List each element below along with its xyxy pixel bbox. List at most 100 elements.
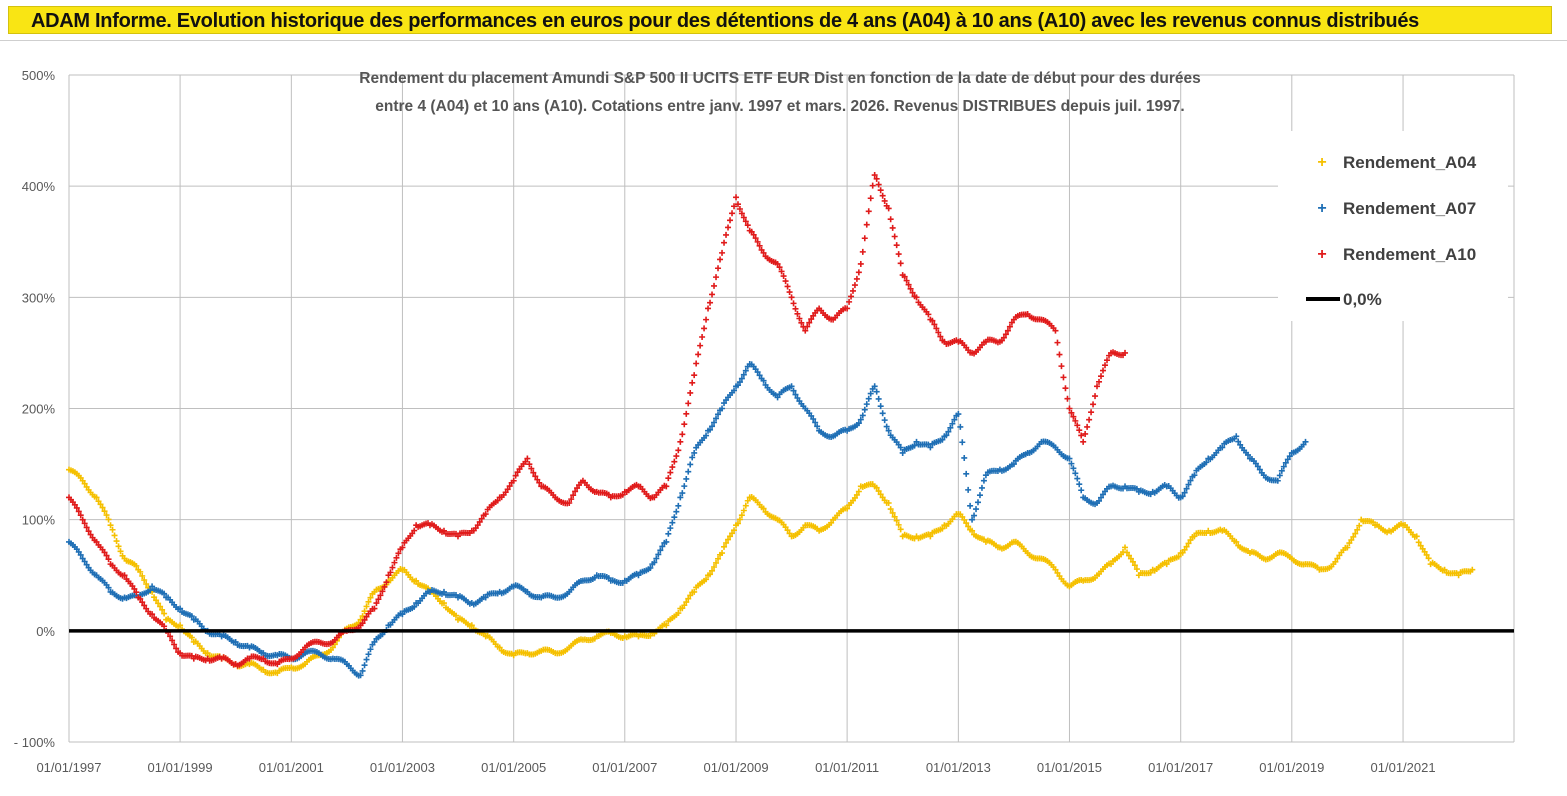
data-point xyxy=(784,527,791,534)
y-tick-label: 400% xyxy=(22,179,56,194)
data-point xyxy=(1088,409,1095,416)
data-point xyxy=(177,605,184,612)
data-point xyxy=(717,256,724,263)
data-point xyxy=(725,536,732,543)
data-point xyxy=(790,300,797,307)
data-point xyxy=(750,231,757,238)
data-point xyxy=(1010,461,1017,468)
data-point xyxy=(653,555,660,562)
data-point xyxy=(1175,553,1182,560)
data-point xyxy=(1185,540,1192,547)
data-point xyxy=(715,555,722,562)
data-point xyxy=(1070,465,1077,472)
data-point xyxy=(1286,453,1293,460)
data-point xyxy=(73,504,80,511)
data-point xyxy=(939,436,946,443)
data-point xyxy=(101,508,108,515)
data-point xyxy=(794,395,801,402)
data-point xyxy=(1002,331,1009,338)
data-point xyxy=(719,405,726,412)
data-point xyxy=(1425,555,1432,562)
x-axis-labels: 01/01/1997 01/01/1999 01/01/2001 01/01/2003… xyxy=(36,760,1435,775)
data-point xyxy=(107,522,114,529)
data-point xyxy=(663,622,670,629)
legend-a10-marker: + xyxy=(1317,246,1326,263)
legend-a10-label: Rendement_A10 xyxy=(1343,245,1476,264)
data-point xyxy=(83,524,90,531)
data-point xyxy=(109,526,116,533)
data-point xyxy=(863,221,870,228)
data-point xyxy=(139,572,146,579)
data-point xyxy=(980,477,987,484)
plot-series xyxy=(66,172,1514,679)
data-point xyxy=(149,611,156,618)
data-point xyxy=(691,372,698,379)
data-point xyxy=(367,594,374,601)
data-point xyxy=(367,646,374,653)
data-point xyxy=(99,504,106,511)
data-point xyxy=(774,394,781,401)
data-point xyxy=(877,491,884,498)
data-point xyxy=(655,551,662,558)
data-point xyxy=(943,432,950,439)
data-point xyxy=(679,431,686,438)
data-point xyxy=(1068,460,1075,467)
data-point xyxy=(957,423,964,430)
data-point xyxy=(719,249,726,256)
data-point xyxy=(572,488,579,495)
data-point xyxy=(1441,566,1448,573)
legend-zero-label: 0,0% xyxy=(1343,290,1382,309)
data-point xyxy=(389,564,396,571)
data-point xyxy=(844,305,851,312)
data-point xyxy=(808,412,815,419)
data-point xyxy=(931,321,938,328)
data-point xyxy=(877,403,884,410)
data-point xyxy=(792,305,799,312)
data-point xyxy=(147,587,154,594)
data-point xyxy=(81,480,88,487)
data-point xyxy=(161,610,168,617)
data-point xyxy=(115,543,122,550)
data-point xyxy=(881,417,888,424)
data-point xyxy=(848,293,855,300)
data-point xyxy=(725,224,732,231)
data-point xyxy=(93,494,100,501)
data-point xyxy=(667,469,674,476)
data-point xyxy=(411,527,418,534)
data-point xyxy=(707,299,714,306)
data-point xyxy=(885,205,892,212)
data-point xyxy=(935,329,942,336)
data-point xyxy=(530,469,537,476)
data-point xyxy=(169,637,176,644)
chart-area: - 100% 0% 100% 200% 300% 400% 500% 01/01/1997 0… xyxy=(0,40,1567,791)
chart-title: Rendement du placement Amundi S&P 500 II… xyxy=(359,70,1200,115)
data-point xyxy=(875,181,882,188)
y-tick-label: 0% xyxy=(36,624,55,639)
data-point xyxy=(897,444,904,451)
data-point xyxy=(859,412,866,419)
data-point xyxy=(105,584,112,591)
data-point xyxy=(756,372,763,379)
data-point xyxy=(973,506,980,513)
data-point xyxy=(949,420,956,427)
data-point xyxy=(742,367,749,374)
data-point xyxy=(857,416,864,423)
data-point xyxy=(1122,349,1129,356)
data-point xyxy=(357,672,364,679)
data-point xyxy=(742,502,749,509)
data-point xyxy=(75,508,82,515)
data-point xyxy=(738,210,745,217)
data-point xyxy=(673,453,680,460)
data-point xyxy=(677,494,684,501)
chart-title-line-2: entre 4 (A04) et 10 ans (A10). Cotations… xyxy=(375,98,1184,115)
data-point xyxy=(329,644,336,651)
data-point xyxy=(1282,459,1289,466)
data-point xyxy=(663,538,670,545)
data-point xyxy=(1108,561,1115,568)
data-point xyxy=(1104,357,1111,364)
data-point xyxy=(671,458,678,465)
data-point xyxy=(744,222,751,229)
data-point xyxy=(731,203,738,210)
data-point xyxy=(786,289,793,296)
data-point xyxy=(1233,538,1240,545)
